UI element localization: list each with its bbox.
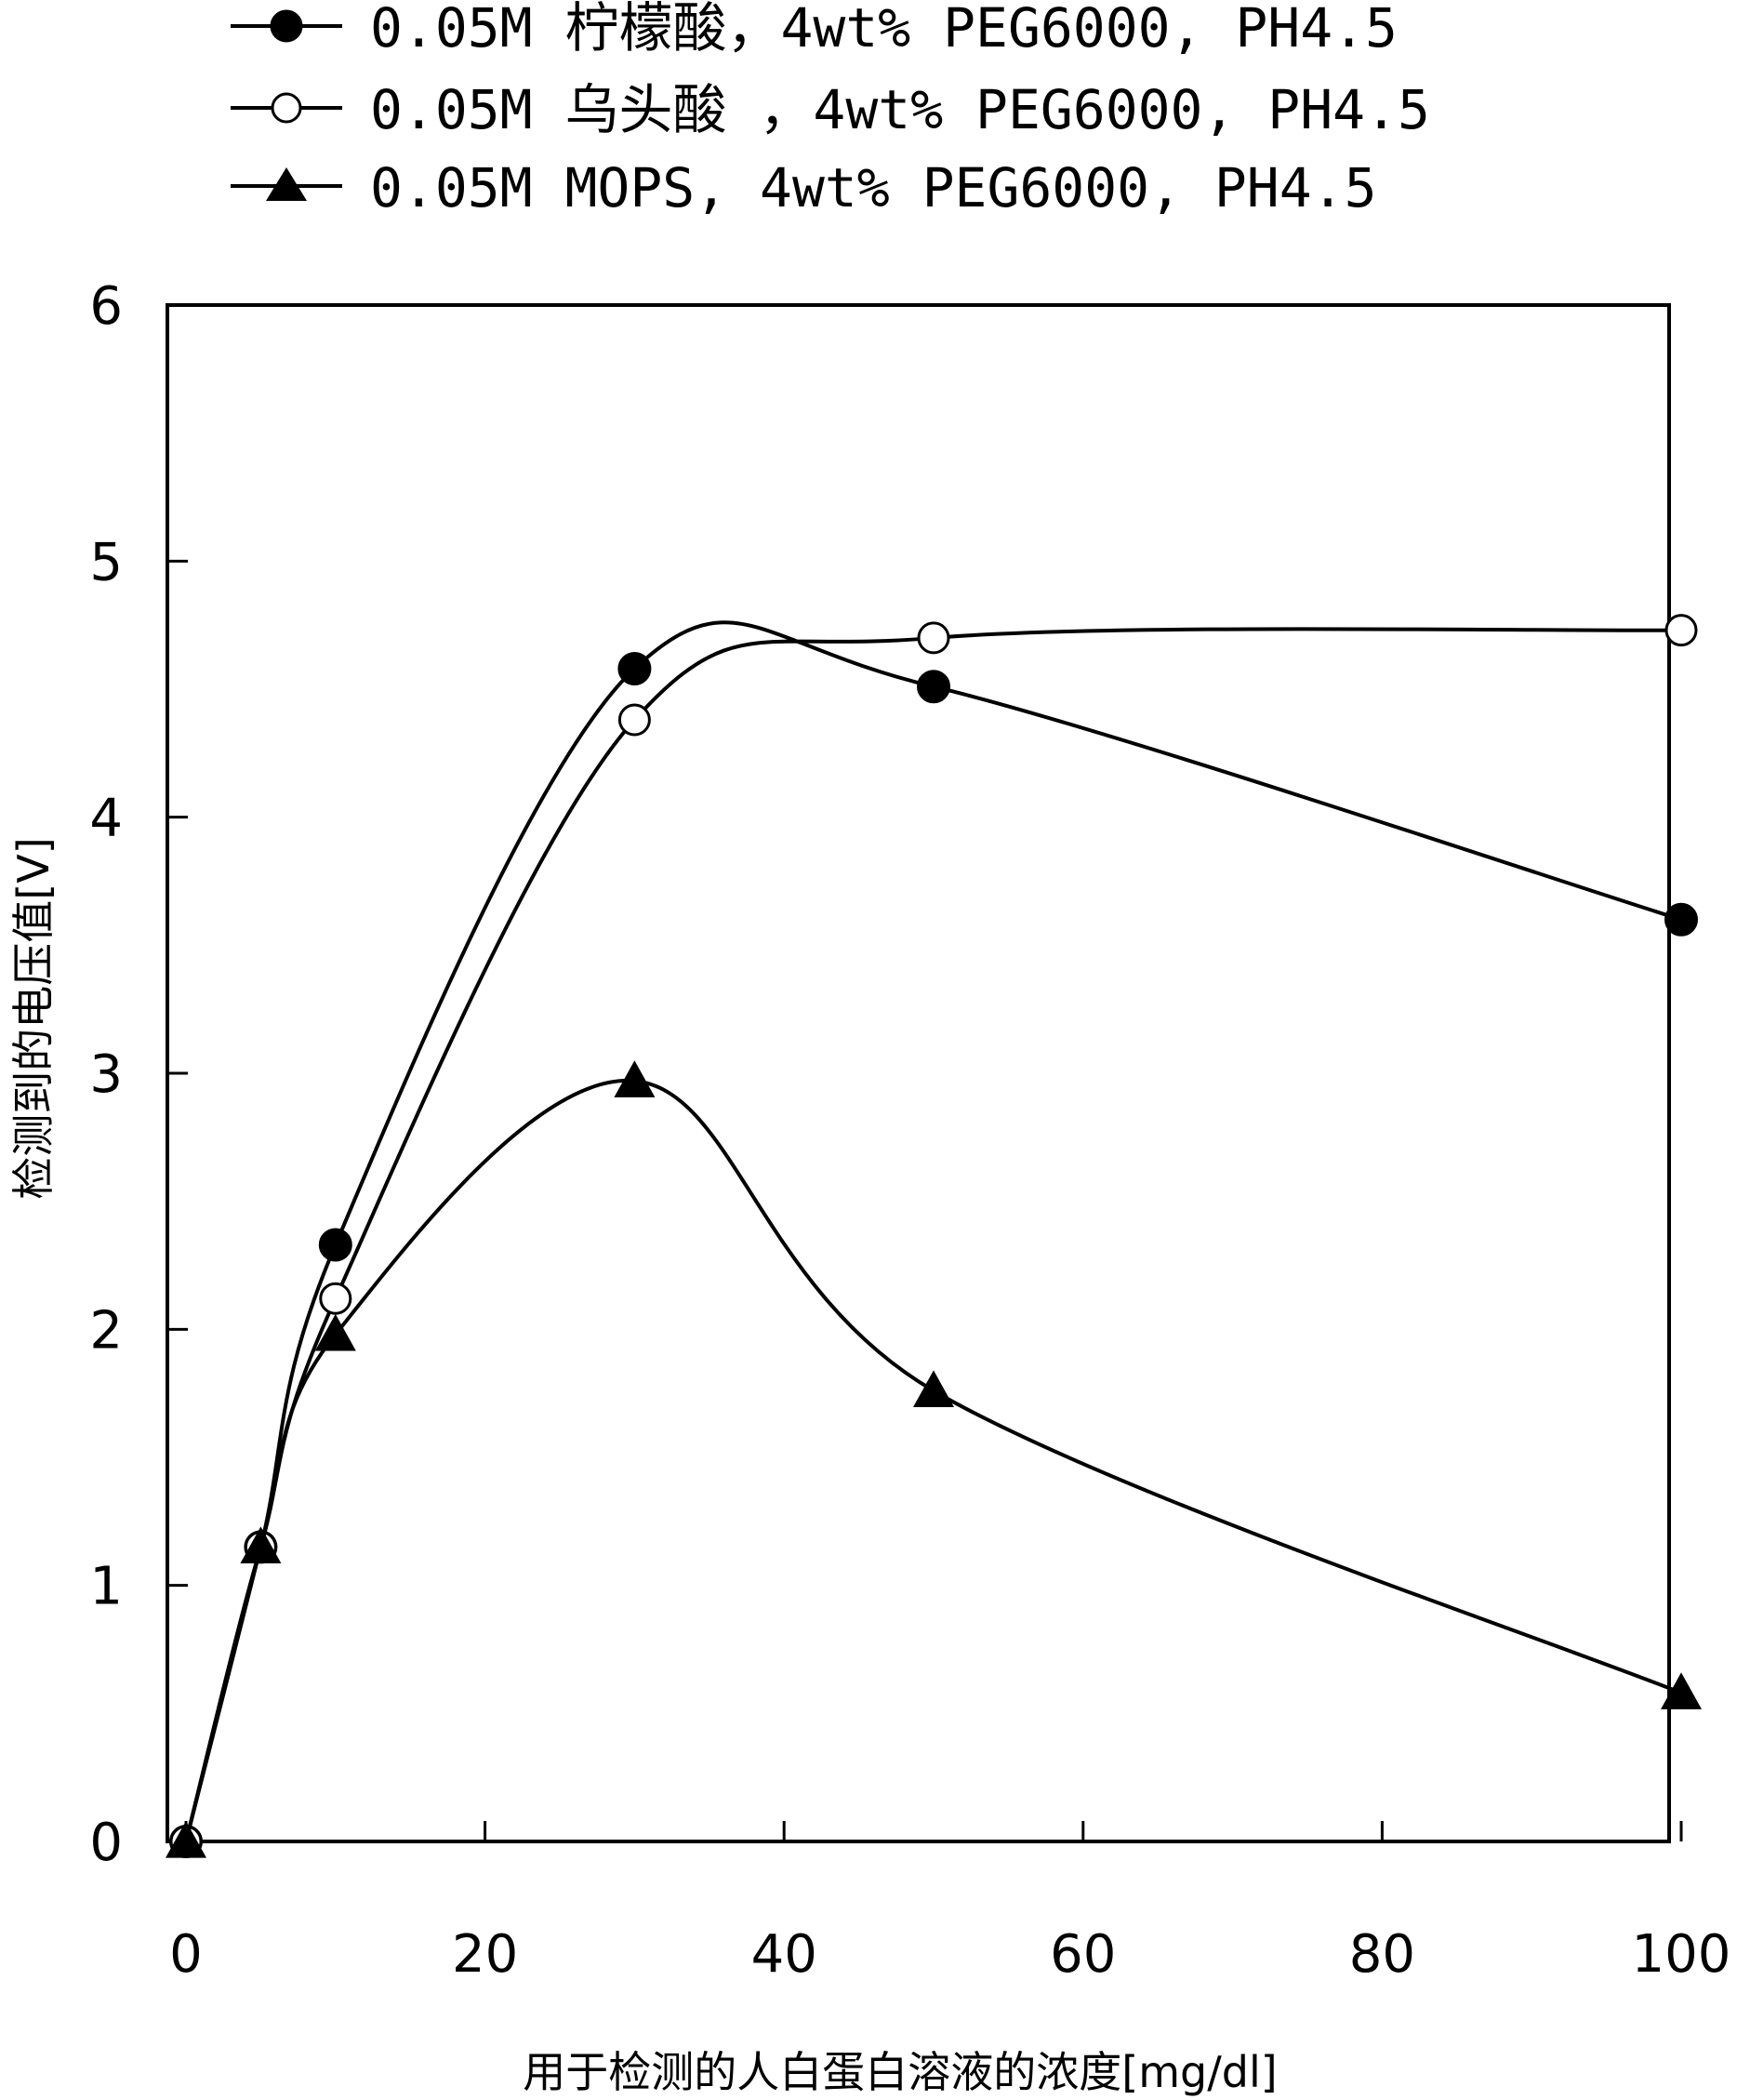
y-tick-label: 2	[89, 1300, 123, 1361]
series-aconitic	[169, 614, 1698, 1858]
data-point-citric	[1664, 902, 1698, 937]
data-point-mops	[1661, 1672, 1702, 1709]
legend-label-aconitic: 0.05M 乌头酸 ，4wt% PEG6000, PH4.5	[370, 78, 1430, 141]
data-point-mops	[913, 1370, 954, 1408]
x-axis-title: 用于检测的人白蛋白溶液的浓度[mg/dl]	[523, 2047, 1277, 2097]
legend-entry-citric: 0.05M 柠檬酸，4wt% PEG6000, PH4.5	[231, 0, 1398, 60]
x-axis: 0 20 40 60 80 100	[169, 1821, 1730, 1985]
data-point-mops	[240, 1526, 282, 1563]
y-tick-label: 6	[89, 276, 123, 337]
data-point-aconitic	[617, 703, 651, 737]
series-line-mops	[184, 1079, 1682, 1842]
data-point-mops	[614, 1060, 656, 1097]
y-axis-title: 检测到的电压值[V]	[8, 837, 59, 1199]
legend-marker-mops	[266, 167, 307, 201]
data-point-aconitic	[917, 621, 950, 655]
series-line-citric	[184, 620, 1682, 1842]
y-tick-label: 4	[89, 789, 123, 849]
data-point-aconitic	[319, 1282, 352, 1315]
x-tick-label: 20	[452, 1924, 518, 1985]
x-tick-label: 100	[1632, 1924, 1731, 1985]
legend-label-mops: 0.05M MOPS, 4wt% PEG6000, PH4.5	[370, 156, 1377, 219]
legend-entry-aconitic: 0.05M 乌头酸 ，4wt% PEG6000, PH4.5	[231, 78, 1430, 141]
legend-entry-mops: 0.05M MOPS, 4wt% PEG6000, PH4.5	[231, 156, 1377, 219]
series-mops	[166, 1060, 1702, 1858]
data-point-citric	[318, 1228, 352, 1262]
legend-marker-aconitic	[271, 92, 302, 124]
plot-frame	[166, 303, 1671, 1843]
series-layer	[166, 614, 1702, 1858]
series-citric	[169, 620, 1698, 1858]
x-tick-label: 40	[751, 1924, 817, 1985]
data-point-mops	[314, 1313, 356, 1351]
data-point-mops	[166, 1821, 206, 1858]
legend: 0.05M 柠檬酸，4wt% PEG6000, PH4.5 0.05M 乌头酸 …	[231, 0, 1430, 219]
data-point-citric	[917, 670, 950, 704]
plot-area: 0 20 40 60 80 100 0 1 2 3 4 5 6	[89, 276, 1730, 1985]
series-line-aconitic	[184, 627, 1682, 1842]
legend-label-citric: 0.05M 柠檬酸，4wt% PEG6000, PH4.5	[370, 0, 1398, 60]
y-axis: 0 1 2 3 4 5 6	[89, 276, 188, 1873]
y-tick-label: 5	[89, 532, 123, 592]
x-tick-label: 80	[1349, 1924, 1415, 1985]
y-tick-label: 0	[89, 1813, 123, 1873]
legend-marker-citric	[270, 9, 303, 43]
data-point-aconitic	[1664, 614, 1698, 647]
x-tick-label: 0	[169, 1924, 203, 1985]
x-tick-label: 60	[1050, 1924, 1116, 1985]
y-tick-label: 1	[89, 1557, 123, 1617]
y-tick-label: 3	[89, 1044, 123, 1105]
data-point-citric	[617, 651, 652, 685]
